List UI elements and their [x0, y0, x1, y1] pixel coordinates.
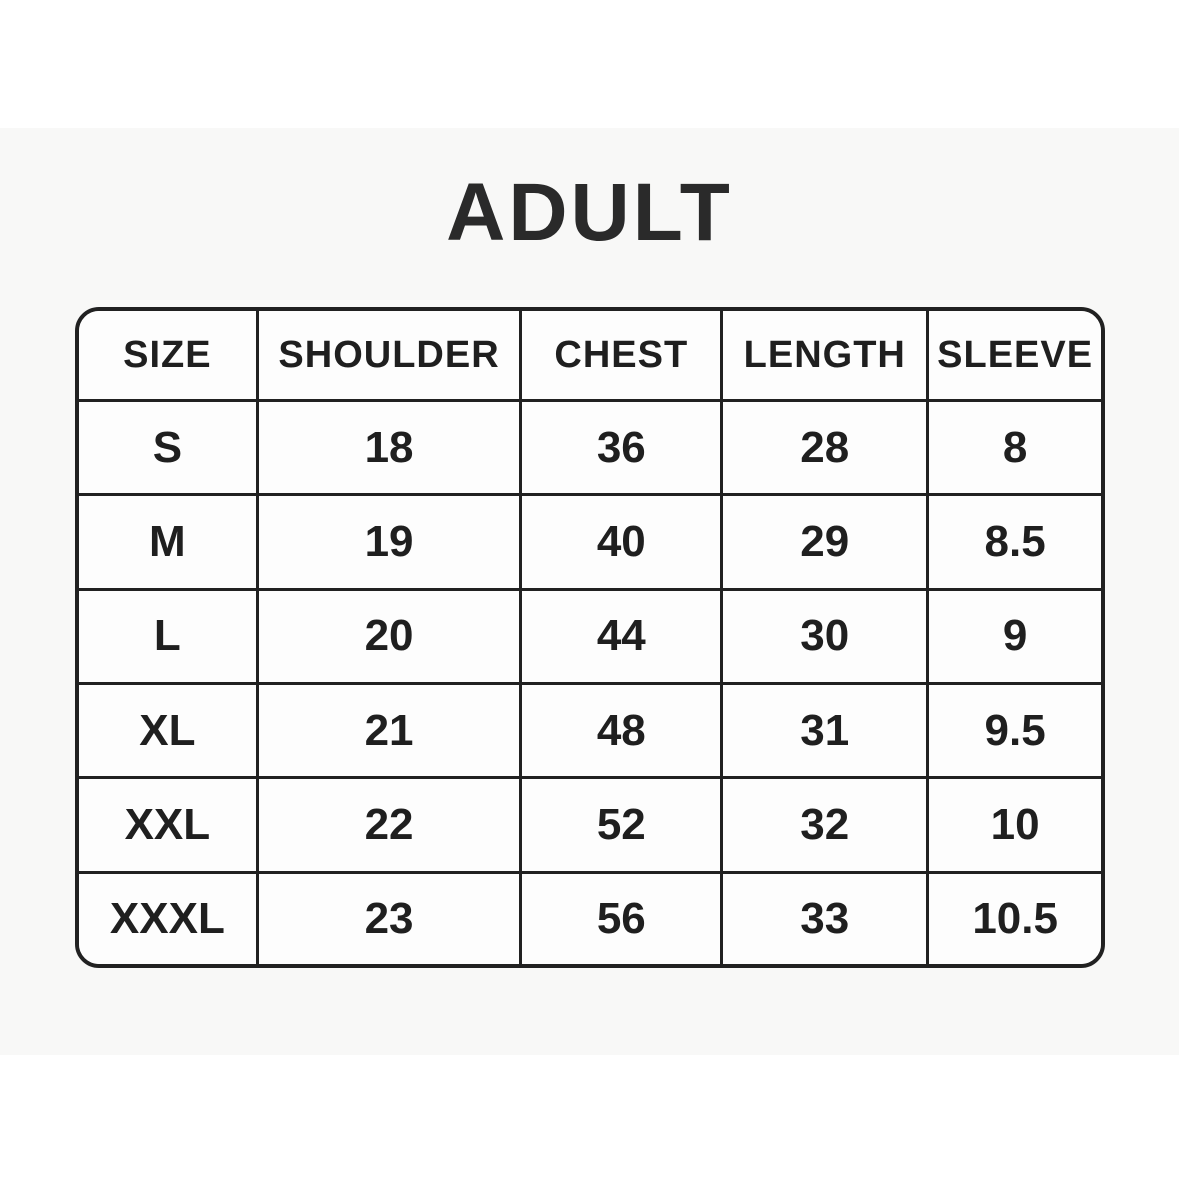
- measurement-cell: 28: [720, 398, 930, 497]
- size-cell: XXXL: [79, 870, 259, 964]
- measurement-cell: 18: [255, 398, 523, 497]
- table-row: L 20 44 30 9: [79, 587, 1101, 686]
- size-table: SIZE SHOULDER CHEST LENGTH SLEEVE S 18 36 28 8 M 1…: [79, 311, 1101, 964]
- measurement-cell: 56: [519, 870, 724, 964]
- size-chart-table: SIZE SHOULDER CHEST LENGTH SLEEVE S 18 36 28 8 M 1…: [75, 307, 1105, 968]
- size-cell: M: [79, 493, 259, 591]
- photo-background: ADULT SIZE SHOULDER CHEST LENGTH SLEEVE S 18 3…: [0, 128, 1179, 1055]
- measurement-cell: 33: [720, 870, 930, 964]
- measurement-cell: 22: [255, 776, 523, 874]
- table-row: XL 21 48 31 9.5: [79, 682, 1101, 780]
- measurement-cell: 40: [519, 493, 724, 591]
- size-cell: XXL: [79, 776, 259, 874]
- column-header: LENGTH: [720, 311, 930, 402]
- measurement-cell: 10: [926, 776, 1101, 874]
- column-header: SIZE: [79, 311, 259, 402]
- measurement-cell: 31: [720, 682, 930, 780]
- column-header: CHEST: [519, 311, 724, 402]
- measurement-cell: 19: [255, 493, 523, 591]
- measurement-cell: 21: [255, 682, 523, 780]
- measurement-cell: 29: [720, 493, 930, 591]
- measurement-cell: 30: [720, 587, 930, 686]
- column-header: SHOULDER: [255, 311, 523, 402]
- measurement-cell: 32: [720, 776, 930, 874]
- measurement-cell: 23: [255, 870, 523, 964]
- column-header: SLEEVE: [926, 311, 1101, 402]
- size-cell: XL: [79, 682, 259, 780]
- measurement-cell: 8.5: [926, 493, 1101, 591]
- table-row: M 19 40 29 8.5: [79, 493, 1101, 591]
- header-row: SIZE SHOULDER CHEST LENGTH SLEEVE: [79, 311, 1101, 402]
- table-row: S 18 36 28 8: [79, 398, 1101, 497]
- measurement-cell: 36: [519, 398, 724, 497]
- table-body: S 18 36 28 8 M 19 40 29 8.5 L 20 44 30 9 XL 21 48 31 9.5 XXL…: [79, 398, 1101, 964]
- size-cell: L: [79, 587, 259, 686]
- page-title: ADULT: [446, 167, 733, 258]
- measurement-cell: 20: [255, 587, 523, 686]
- measurement-cell: 52: [519, 776, 724, 874]
- measurement-cell: 48: [519, 682, 724, 780]
- measurement-cell: 10.5: [926, 870, 1101, 964]
- measurement-cell: 9.5: [926, 682, 1101, 780]
- measurement-cell: 8: [926, 398, 1101, 497]
- table-head: SIZE SHOULDER CHEST LENGTH SLEEVE: [79, 311, 1101, 402]
- size-cell: S: [79, 398, 259, 497]
- measurement-cell: 9: [926, 587, 1101, 686]
- table-row: XXL 22 52 32 10: [79, 776, 1101, 874]
- table-row: XXXL 23 56 33 10.5: [79, 870, 1101, 964]
- measurement-cell: 44: [519, 587, 724, 686]
